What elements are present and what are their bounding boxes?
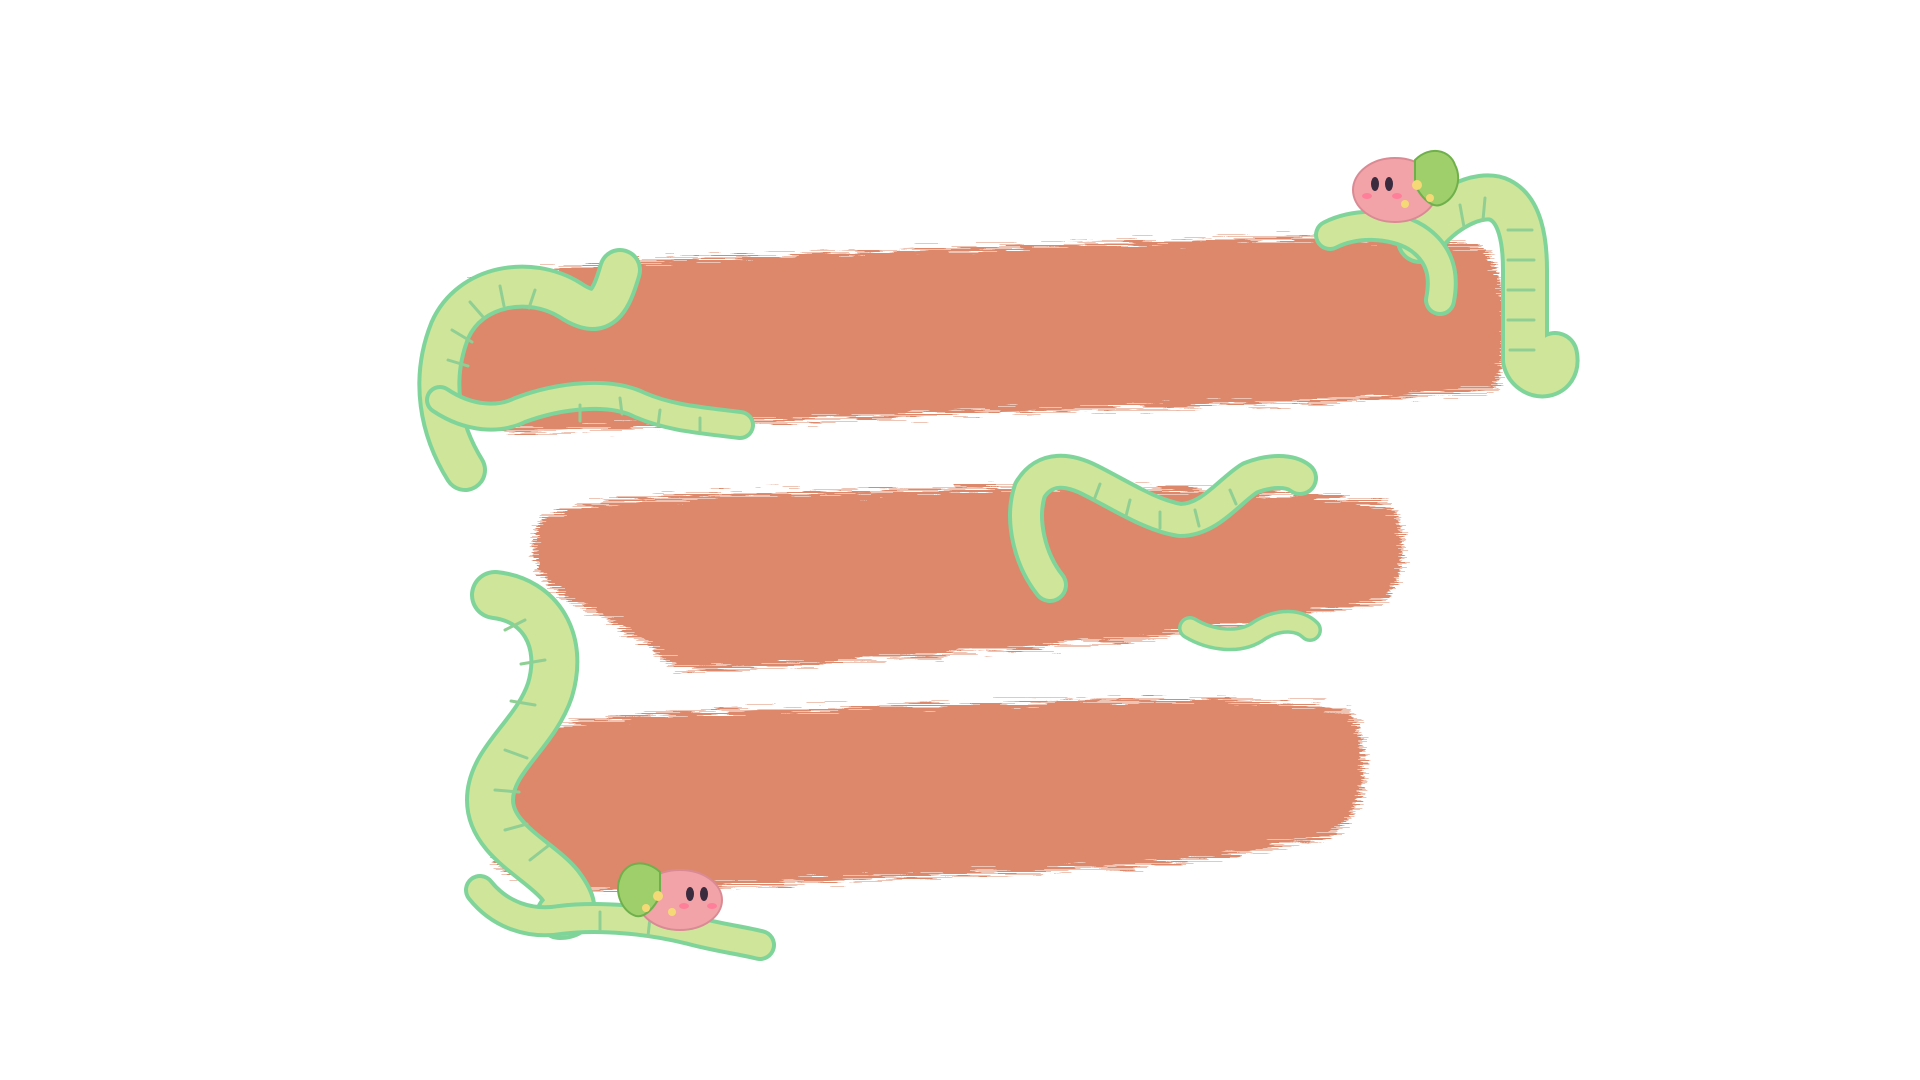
creature-decoration (617, 150, 1460, 931)
vine-decoration (417, 173, 1580, 961)
top-band (450, 237, 1505, 431)
bottom-band (493, 698, 1364, 891)
middle-band (534, 487, 1403, 671)
